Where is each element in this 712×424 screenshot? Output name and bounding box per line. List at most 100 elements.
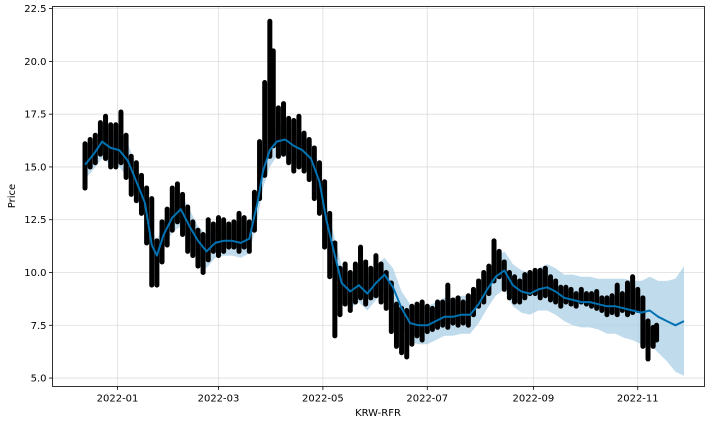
y-tick-label: 10.0 <box>24 268 46 279</box>
observed-point-high <box>420 300 425 305</box>
observed-point-low <box>118 160 123 165</box>
observed-point-cluster <box>558 284 564 309</box>
observed-point-high <box>134 160 139 165</box>
observed-point-low <box>610 310 615 315</box>
observed-point-cluster <box>645 318 651 362</box>
observed-point-low <box>507 295 512 300</box>
observed-point-low <box>589 304 594 309</box>
observed-point-cluster <box>195 227 201 269</box>
x-tick-label: 2022-01 <box>97 394 139 405</box>
observed-point-high <box>445 283 450 288</box>
observed-point-high <box>271 48 276 53</box>
observed-point-low <box>594 306 599 311</box>
x-tick-label: 2022-11 <box>617 394 659 405</box>
observed-point-high <box>348 270 353 275</box>
observed-point-high <box>384 270 389 275</box>
observed-point-cluster <box>169 185 175 233</box>
observed-point-low <box>134 198 139 203</box>
observed-point-high <box>409 304 414 309</box>
interval-band <box>85 122 684 376</box>
observed-point-cluster <box>537 267 543 301</box>
observed-point-high <box>93 133 98 138</box>
observed-point-cluster <box>614 282 620 318</box>
observed-point-high <box>646 319 651 324</box>
observed-point-cluster <box>241 215 247 250</box>
observed-point-low <box>625 312 630 317</box>
observed-point-low <box>83 186 88 191</box>
observed-point-high <box>466 293 471 298</box>
observed-point-high <box>252 190 257 195</box>
observed-point-cluster <box>286 115 292 166</box>
observed-point-cluster <box>583 291 589 307</box>
observed-point-low <box>185 249 190 254</box>
observed-point-high <box>312 145 317 150</box>
observed-point-high <box>231 219 236 224</box>
observed-point-cluster <box>113 122 119 170</box>
observed-point-low <box>373 293 378 298</box>
observed-point-low <box>538 295 543 300</box>
observed-point-cluster <box>97 120 103 157</box>
y-tick-label: 20.0 <box>24 57 46 68</box>
observed-point-high <box>584 291 589 296</box>
observed-point-cluster <box>517 278 523 305</box>
observed-points <box>82 18 660 362</box>
observed-point-cluster <box>270 48 276 149</box>
observed-point-high <box>456 295 461 300</box>
observed-point-high <box>563 285 568 290</box>
observed-point-low <box>363 302 368 307</box>
observed-point-cluster <box>609 293 615 316</box>
x-tick-label: 2022-09 <box>512 394 554 405</box>
observed-point-high <box>502 259 507 264</box>
observed-point-cluster <box>455 295 461 328</box>
observed-point-low <box>563 300 568 305</box>
observed-point-high <box>291 118 296 123</box>
x-tick-label: 2022-03 <box>198 394 240 405</box>
observed-point-low <box>281 152 286 157</box>
observed-point-cluster <box>174 181 180 225</box>
observed-point-cluster <box>205 217 211 263</box>
observed-point-low <box>584 302 589 307</box>
observed-point-cluster <box>373 253 379 299</box>
observed-point-high <box>170 186 175 191</box>
observed-point-low <box>231 245 236 250</box>
observed-point-high <box>195 228 200 233</box>
observed-point-low <box>296 164 301 169</box>
observed-point-low <box>98 152 103 157</box>
observed-point-cluster <box>635 286 641 313</box>
observed-point-cluster <box>512 274 518 305</box>
y-tick-label: 12.5 <box>24 215 46 226</box>
observed-point-high <box>211 221 216 226</box>
observed-point-low <box>149 283 154 288</box>
observed-point-low <box>466 323 471 328</box>
observed-point-high <box>379 262 384 267</box>
observed-point-high <box>149 196 154 201</box>
observed-point-low <box>574 304 579 309</box>
observed-point-cluster <box>327 210 333 280</box>
observed-point-cluster <box>465 293 471 328</box>
observed-point-low <box>165 243 170 248</box>
observed-point-high <box>165 207 170 212</box>
observed-point-cluster <box>409 303 415 347</box>
observed-point-low <box>461 321 466 326</box>
observed-point-low <box>512 300 517 305</box>
observed-point-low <box>175 219 180 224</box>
observed-point-low <box>394 344 399 349</box>
observed-point-low <box>206 257 211 262</box>
observed-point-cluster <box>200 232 206 275</box>
observed-point-low <box>517 300 522 305</box>
x-axis-ticks: 2022-01 2022-03 2022-05 2022-07 2022-09 2022-… <box>97 386 659 405</box>
observed-point-high <box>88 137 93 142</box>
observed-point-high <box>175 181 180 186</box>
observed-point-high <box>257 139 262 144</box>
observed-point-cluster <box>123 132 129 180</box>
y-axis-ticks: 5.0 7.5 10.0 12.5 15.0 17.5 20.0 22.5 <box>24 4 53 385</box>
observed-point-low <box>93 160 98 165</box>
observed-point-high <box>154 238 159 243</box>
observed-point-low <box>195 264 200 269</box>
observed-point-low <box>302 169 307 174</box>
observed-point-cluster <box>342 261 348 307</box>
observed-point-high <box>281 101 286 106</box>
observed-point-high <box>640 295 645 300</box>
observed-point-cluster <box>154 238 160 288</box>
